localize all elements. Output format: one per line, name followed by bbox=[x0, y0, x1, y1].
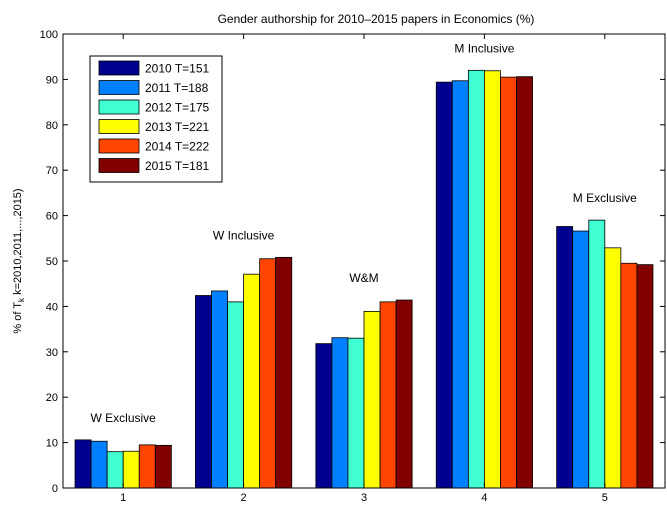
legend-swatch bbox=[98, 80, 140, 95]
y-tick-label: 80 bbox=[46, 120, 58, 132]
bar bbox=[435, 81, 453, 489]
svg-text:% of Tk k=2010,2011,...,2015): % of Tk k=2010,2011,...,2015) bbox=[12, 188, 26, 333]
bar bbox=[243, 273, 261, 489]
annotation-label: M Exclusive bbox=[573, 191, 637, 205]
bar bbox=[259, 258, 277, 489]
bar bbox=[379, 301, 397, 489]
bar bbox=[500, 76, 517, 489]
legend-label: 2011 T=188 bbox=[145, 81, 209, 95]
y-tick-label: 70 bbox=[46, 165, 58, 177]
bar bbox=[347, 337, 365, 489]
y-tick-label: 90 bbox=[46, 74, 58, 86]
bar bbox=[467, 69, 485, 489]
y-tick-label: 30 bbox=[46, 347, 58, 359]
bar bbox=[636, 264, 654, 489]
annotation-label: W&M bbox=[349, 271, 378, 285]
x-tick-label: 2 bbox=[241, 492, 247, 504]
legend-label: 2010 T=151 bbox=[145, 62, 209, 76]
legend: 2010 T=151 2011 T=188 2012 T=175 2013 T=221… bbox=[89, 55, 223, 183]
bar bbox=[154, 444, 172, 489]
chart-title: Gender authorship for 2010–2015 papers i… bbox=[218, 12, 535, 26]
bar bbox=[572, 230, 590, 489]
bar bbox=[106, 451, 124, 489]
bar bbox=[90, 440, 108, 489]
axes: 0 10 20 30 40 50 60 70 80 90 100 1 2 3 4 5 bbox=[40, 29, 666, 504]
bar bbox=[122, 450, 140, 489]
bar bbox=[211, 290, 228, 489]
bar bbox=[227, 301, 244, 489]
x-tick-label: 3 bbox=[361, 492, 367, 504]
x-tick-label: 4 bbox=[481, 492, 487, 504]
y-tick-label: 10 bbox=[46, 438, 58, 450]
bar bbox=[483, 70, 501, 489]
plot-area bbox=[74, 69, 654, 489]
legend-label: 2015 T=181 bbox=[145, 159, 209, 173]
bar bbox=[275, 256, 293, 489]
bar bbox=[195, 295, 212, 489]
bar bbox=[315, 343, 333, 489]
bar bbox=[331, 337, 349, 489]
x-tick-label: 1 bbox=[120, 492, 126, 504]
legend-label: 2013 T=221 bbox=[145, 120, 209, 134]
bar bbox=[138, 444, 156, 489]
legend-swatch bbox=[98, 119, 140, 134]
legend-label: 2012 T=175 bbox=[145, 101, 209, 115]
y-tick-label: 20 bbox=[46, 392, 58, 404]
bar bbox=[516, 76, 533, 489]
legend-swatch bbox=[98, 99, 140, 115]
annotation-label: W Exclusive bbox=[91, 411, 157, 425]
legend-swatch bbox=[98, 138, 140, 154]
bar bbox=[363, 310, 381, 489]
annotation-label: M Inclusive bbox=[454, 41, 514, 55]
legend-label: 2014 T=222 bbox=[145, 140, 209, 154]
annotations: W Exclusive W Inclusive W&M M Inclusive M Ex… bbox=[91, 41, 638, 425]
legend-swatch bbox=[98, 60, 140, 76]
y-axis-label: % of Tk k=2010,2011,...,2015) bbox=[12, 188, 26, 333]
y-tick-label: 0 bbox=[52, 483, 58, 495]
bar bbox=[395, 299, 413, 489]
y-tick-label: 100 bbox=[40, 29, 58, 41]
bar bbox=[556, 226, 574, 489]
legend-swatch bbox=[98, 158, 140, 173]
y-tick-label: 60 bbox=[46, 211, 58, 223]
bar bbox=[620, 262, 638, 489]
x-tick-label: 5 bbox=[602, 492, 608, 504]
y-tick-label: 40 bbox=[46, 301, 58, 313]
bar bbox=[604, 247, 622, 489]
annotation-label: W Inclusive bbox=[213, 228, 275, 242]
y-tick-label: 50 bbox=[46, 256, 58, 268]
bar bbox=[451, 80, 469, 489]
bar bbox=[588, 219, 606, 489]
bar bbox=[74, 439, 92, 489]
